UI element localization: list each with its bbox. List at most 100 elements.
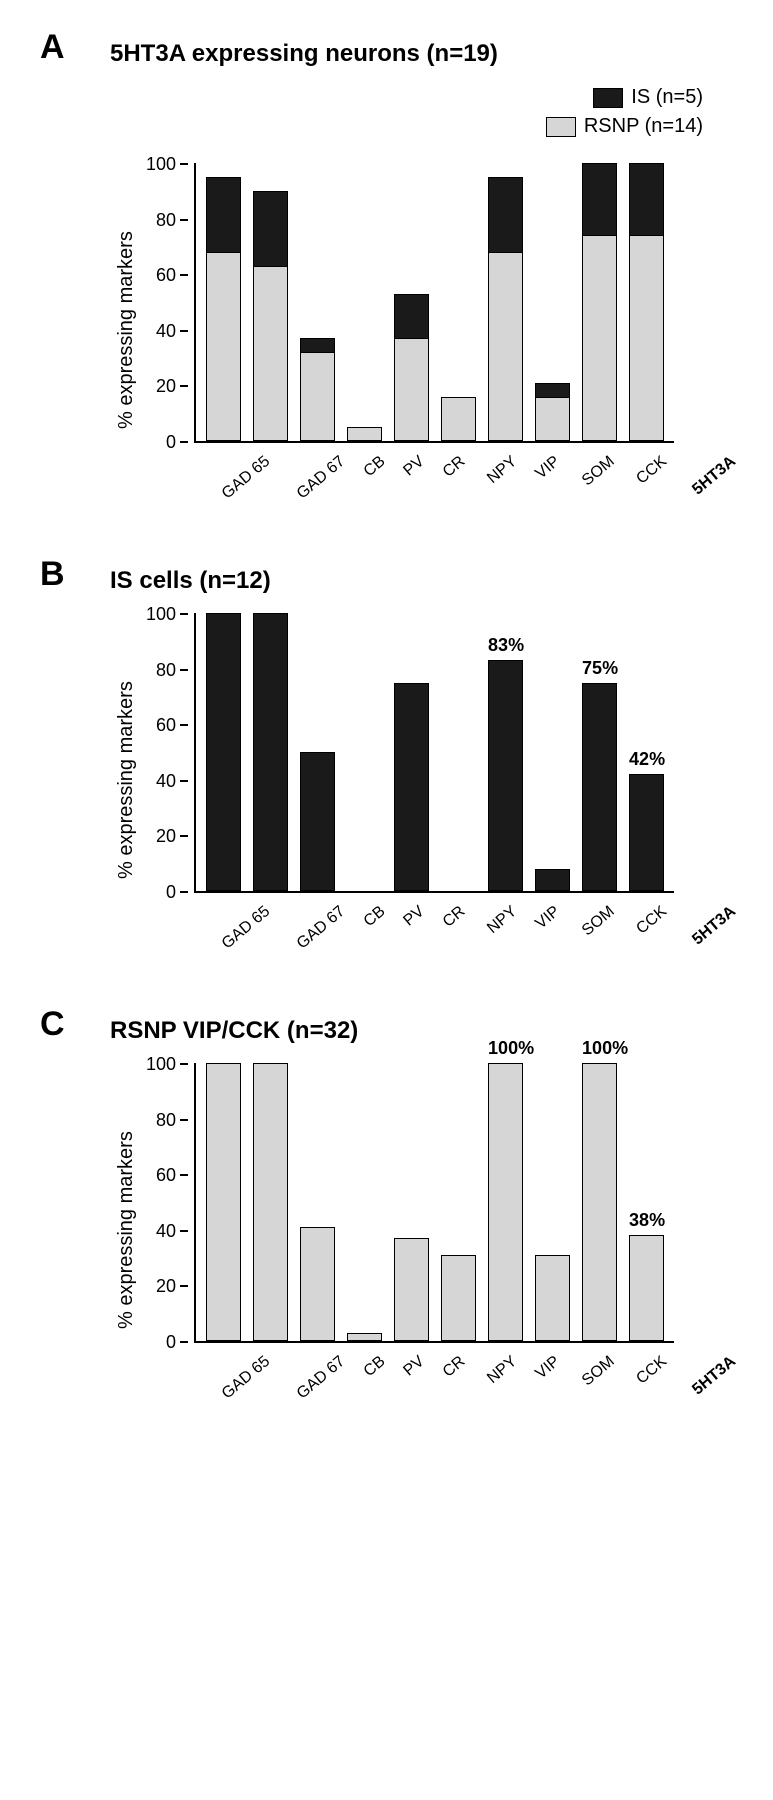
bar [582,163,617,441]
panel-letter: A [40,30,90,64]
bar-segment [300,752,335,891]
bar-segment-rsnp [629,235,664,441]
y-tick: 100 [146,163,188,165]
bar [629,163,664,441]
bar-segment-is [535,383,570,397]
x-tick-label: GAD 67 [294,449,373,526]
bar-segment-rsnp [488,252,523,441]
y-tick: 80 [156,1119,188,1121]
x-axis: GAD 65GAD 67CBPVCRNPYVIPSOMCCK5HT3A [194,449,674,497]
x-tick-label: CB [360,1349,412,1404]
x-tick-label: CB [360,899,412,954]
bar-segment-is [394,294,429,338]
bar-segment-is [488,177,523,252]
bar-value-label: 100% [488,1038,534,1059]
x-tick-label: SOM [579,1349,642,1413]
legend-swatch [593,88,623,108]
x-axis: GAD 65GAD 67CBPVCRNPYVIPSOMCCK5HT3A [194,899,674,947]
x-tick-label: 5HT3A [689,899,763,972]
bar [347,613,382,891]
bar [488,163,523,441]
bar-segment [253,613,288,891]
bar-segment [394,683,429,892]
bar-value-label: 42% [629,749,665,770]
bar: 83% [488,613,523,891]
x-tick-label: SOM [579,449,642,513]
bar-segment [488,1063,523,1341]
x-tick-label: PV [401,449,453,503]
x-tick-label: 5HT3A [689,1349,763,1422]
x-tick-label: 5HT3A [689,449,763,522]
bar-segment [206,613,241,891]
bar: 100% [488,1063,523,1341]
chart-plot-area: 83%75%42% [194,613,674,893]
bar [441,613,476,891]
x-tick-label: GAD 67 [294,899,373,976]
bar [394,1063,429,1341]
y-tick: 20 [156,1285,188,1287]
bar-segment-rsnp [394,338,429,441]
y-tick: 100 [146,1063,188,1065]
panel-b: B IS cells (n=12) % expressing markers 100 8… [40,557,733,947]
panel-c: CRSNP VIP/CCK (n=32)% expressing markers… [40,1007,733,1397]
x-tick-label: CCK [633,449,694,511]
x-axis: GAD 65GAD 67CBPVCRNPYVIPSOMCCK5HT3A [194,1349,674,1397]
bar-segment [206,1063,241,1341]
bar: 42% [629,613,664,891]
y-tick: 40 [156,330,188,332]
bar: 100% [582,1063,617,1341]
bar-segment [629,1235,664,1341]
bar [253,613,288,891]
bar-segment-rsnp [441,397,476,441]
bar-segment-rsnp [206,252,241,441]
bar [441,1063,476,1341]
bar [347,1063,382,1341]
bar-segment [629,774,664,891]
legend-item: RSNP (n=14) [546,115,703,138]
y-tick: 80 [156,669,188,671]
y-tick: 0 [166,441,188,443]
bar-segment-is [582,163,617,235]
x-tick-label: CCK [633,1349,694,1411]
bar-segment [394,1238,429,1341]
y-tick: 100 [146,613,188,615]
bar [394,613,429,891]
chart-plot-area: 100% 100% 38% [194,1063,674,1343]
bar-value-label: 38% [629,1210,665,1231]
x-tick-label: SOM [579,899,642,963]
y-axis: 100806040200 [146,163,194,443]
bar-segment [347,1333,382,1341]
bar-segment [300,1227,335,1341]
bar-segment [253,1063,288,1341]
panel-a: A 5HT3A expressing neurons (n=19) IS (n=5)… [40,30,733,497]
bar: 38% [629,1063,664,1341]
y-tick: 80 [156,219,188,221]
bar [535,613,570,891]
y-axis-label: % expressing markers [115,613,138,947]
bar [300,163,335,441]
panel-title: IS cells (n=12) [110,567,733,595]
x-tick-label: PV [401,1349,453,1403]
panel-letter: B [40,557,90,591]
y-axis-label: % expressing markers [115,163,138,497]
bar [253,163,288,441]
bar-segment [488,660,523,891]
bar-segment-is [629,163,664,235]
bar [441,163,476,441]
bar-segment [582,683,617,892]
x-tick-label: CB [360,449,412,504]
bar [394,163,429,441]
panel-title: RSNP VIP/CCK (n=32) [110,1017,733,1045]
bar-segment [441,1255,476,1341]
y-axis: 100806040200 [146,1063,194,1343]
x-tick-label: NPY [484,899,545,961]
legend-label: IS (n=5) [631,86,703,109]
x-tick-label: NPY [484,449,545,511]
bar-segment-rsnp [347,427,382,441]
x-tick-label: CCK [633,899,694,961]
y-tick: 60 [156,724,188,726]
bar-value-label: 83% [488,635,524,656]
x-tick-label: GAD 65 [219,1349,298,1426]
panel-title: 5HT3A expressing neurons (n=19) [110,40,733,68]
x-tick-label: NPY [484,1349,545,1411]
